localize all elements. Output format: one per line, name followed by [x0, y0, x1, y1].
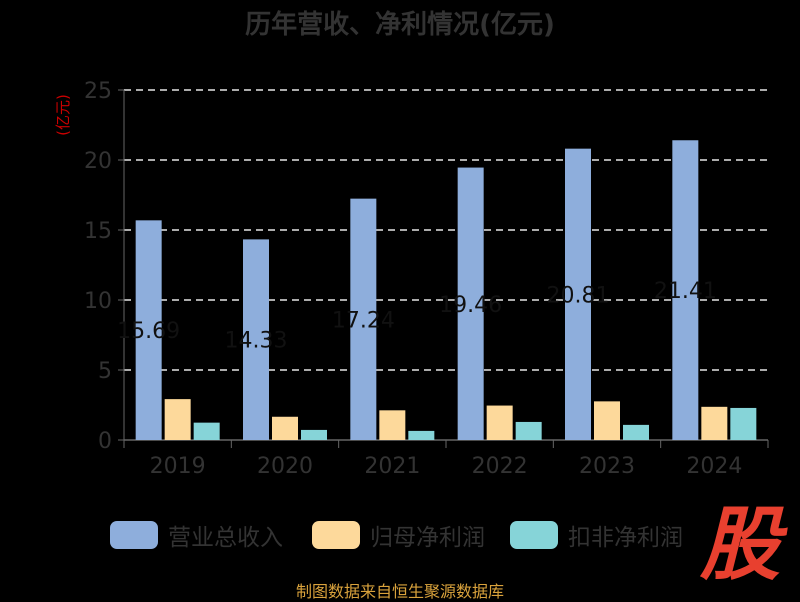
bar	[193, 422, 220, 440]
footer-source: 制图数据来自恒生聚源数据库	[295, 582, 504, 601]
bar	[408, 430, 435, 440]
y-axis: 0 5 10 15 20 25	[84, 79, 125, 454]
y-tick-label: 25	[84, 79, 112, 104]
data-label: 19.46	[439, 293, 502, 318]
data-label: 17.24	[332, 308, 395, 333]
gridlines	[124, 89, 768, 371]
x-tick-label: 2020	[257, 454, 313, 479]
legend-swatch	[510, 521, 558, 549]
watermark-logo: 股	[700, 498, 780, 591]
x-tick-label: 2022	[472, 454, 528, 479]
legend-item: 归母净利润	[312, 520, 485, 551]
bar	[350, 198, 377, 440]
legend-label: 归母净利润	[370, 525, 485, 551]
bar	[379, 410, 406, 440]
y-axis-label: (亿元)	[54, 94, 72, 136]
bar	[594, 401, 620, 440]
y-tick-label: 5	[98, 359, 112, 384]
bar-chart: 0 5 10 15 20 25 2019 2020 2021 2022 2023 2024 15.6…	[54, 79, 769, 479]
x-tick-label: 2023	[579, 454, 635, 479]
data-label: 15.69	[117, 319, 180, 344]
y-tick-label: 20	[84, 149, 112, 174]
bar	[164, 399, 191, 440]
bar	[565, 148, 591, 440]
bar	[623, 424, 649, 440]
legend-label: 扣非净利润	[568, 525, 683, 551]
y-tick-label: 10	[84, 289, 112, 314]
data-label: 20.81	[547, 283, 610, 308]
bar	[701, 406, 728, 440]
bar	[135, 220, 162, 440]
bar	[672, 140, 699, 440]
x-axis: 2019 2020 2021 2022 2023 2024	[123, 439, 769, 479]
bar	[515, 421, 542, 440]
x-tick-label: 2024	[686, 454, 742, 479]
data-label: 14.33	[225, 329, 288, 354]
bars	[135, 140, 757, 440]
legend-swatch	[110, 521, 158, 549]
bar	[301, 429, 327, 440]
legend-item: 营业总收入	[110, 520, 283, 551]
y-tick-label: 0	[98, 429, 112, 454]
x-tick-label: 2019	[150, 454, 206, 479]
bar	[243, 239, 269, 440]
legend-swatch	[312, 521, 360, 549]
chart-title: 历年营收、净利情况(亿元)	[245, 10, 555, 40]
bar	[730, 407, 757, 440]
x-tick-label: 2021	[364, 454, 420, 479]
legend: 营业总收入 归母净利润 扣非净利润	[0, 512, 800, 556]
data-labels: 15.69 14.33 17.24 19.46 20.81 21.41	[117, 279, 717, 354]
y-tick-label: 15	[84, 219, 112, 244]
legend-label: 营业总收入	[168, 525, 283, 551]
legend-item: 扣非净利润	[510, 520, 683, 551]
bar	[486, 405, 513, 440]
data-label: 21.41	[654, 279, 717, 304]
bar	[457, 167, 484, 440]
bar	[272, 416, 298, 440]
